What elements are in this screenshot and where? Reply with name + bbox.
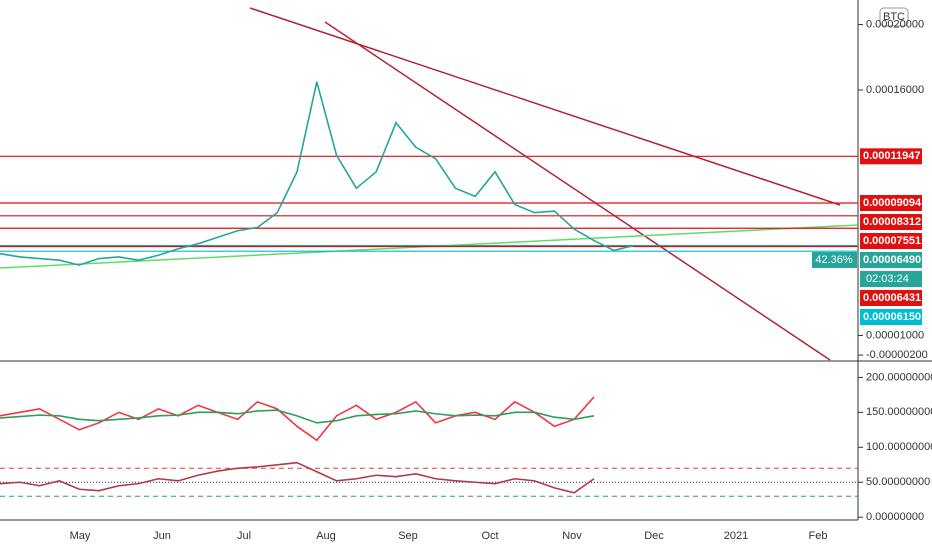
change-badge: [812, 252, 857, 269]
countdown-label: 02:03:24: [866, 273, 909, 285]
price-label: 0.00011947: [863, 150, 921, 162]
x-tick-label: 2021: [724, 530, 748, 542]
y-tick-label: 100.00000000: [866, 441, 932, 453]
price-label: 0.00007551: [863, 235, 921, 247]
x-tick-label: Jun: [153, 530, 171, 542]
currency-badge: [879, 7, 909, 27]
series-line: [0, 461, 595, 494]
y-tick-label: 0.00000000: [866, 511, 924, 523]
y-tick-label: 150.00000000: [866, 406, 932, 418]
y-tick-label: 50.00000000: [866, 476, 930, 488]
x-tick-label: Nov: [562, 530, 582, 542]
x-tick-label: May: [70, 530, 91, 542]
series-line: [0, 81, 634, 266]
trend-line: [249, 7, 841, 206]
y-tick-label: 0.00016000: [866, 84, 924, 96]
price-label: 0.00006490: [863, 254, 921, 266]
y-tick-label: 200.00000000: [866, 371, 932, 383]
x-tick-label: Dec: [644, 530, 664, 542]
y-tick-label: 0.00020000: [866, 18, 924, 30]
series-line: [0, 396, 595, 442]
price-label: 0.00009094: [863, 197, 922, 209]
x-tick-label: Oct: [481, 530, 498, 542]
series-line: [0, 409, 595, 424]
price-badge: [860, 309, 922, 326]
x-tick-label: Jul: [237, 530, 251, 542]
price-badge: [860, 290, 922, 307]
price-badge: [860, 233, 922, 250]
price-badge: [860, 252, 922, 269]
x-tick-label: Feb: [809, 530, 828, 542]
price-badge: [860, 148, 922, 165]
price-badge: [860, 195, 922, 212]
countdown-badge: [860, 271, 922, 288]
price-label: 0.00008312: [863, 216, 921, 228]
x-tick-label: Aug: [316, 530, 336, 542]
change-label: 42.36%: [815, 254, 853, 266]
price-label: 0.00006150: [863, 311, 921, 323]
y-tick-label: -0.00000200: [866, 349, 928, 361]
x-tick-label: Sep: [398, 530, 418, 542]
price-label: 0.00006431: [863, 292, 921, 304]
price-badge: [860, 214, 922, 231]
y-tick-label: 0.00001000: [866, 329, 924, 341]
currency-label: BTC: [883, 11, 905, 23]
trend-line: [324, 21, 831, 361]
